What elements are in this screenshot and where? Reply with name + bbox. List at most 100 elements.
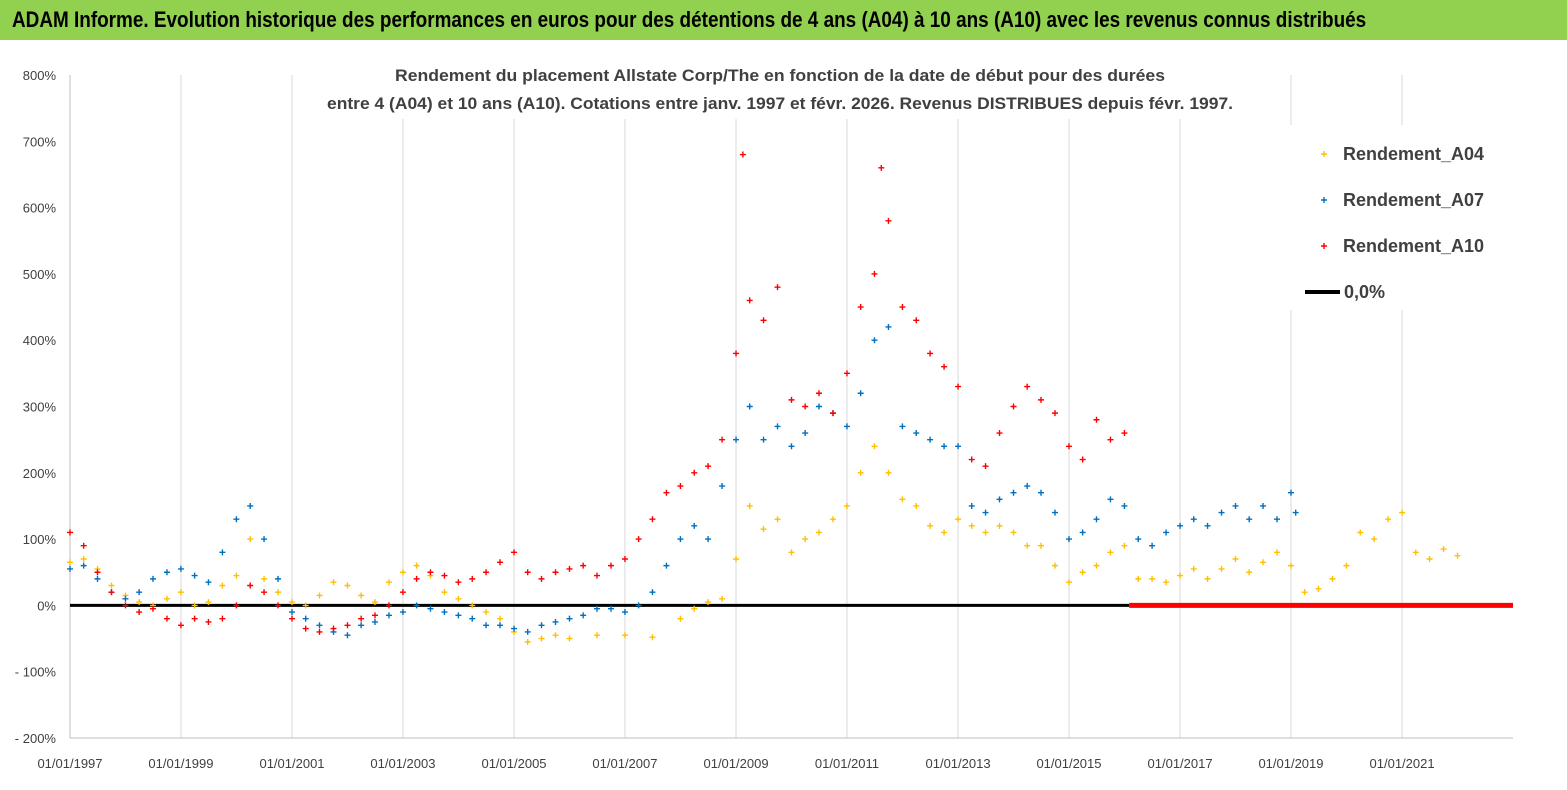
data-point xyxy=(1052,562,1058,569)
data-point xyxy=(1321,151,1327,157)
y-tick-label: 500% xyxy=(23,267,57,282)
data-point xyxy=(247,536,254,543)
data-point xyxy=(136,589,143,596)
data-point xyxy=(358,592,365,599)
data-point xyxy=(497,615,504,622)
data-point xyxy=(1399,509,1406,516)
data-point xyxy=(663,562,670,569)
data-point xyxy=(871,270,878,277)
data-point xyxy=(1177,572,1184,579)
data-point xyxy=(275,589,282,596)
data-point xyxy=(1163,529,1170,536)
data-point xyxy=(955,443,962,450)
data-point xyxy=(1260,502,1267,509)
data-point xyxy=(649,589,656,596)
data-point xyxy=(67,529,73,536)
data-point xyxy=(191,602,198,609)
data-point xyxy=(691,522,698,529)
data-point xyxy=(399,609,406,616)
data-point xyxy=(1385,516,1392,523)
report-banner-title: ADAM Informe. Evolution historique des p… xyxy=(12,7,1367,32)
data-point xyxy=(552,618,559,625)
data-point xyxy=(497,622,504,629)
data-point xyxy=(927,350,934,357)
data-point xyxy=(788,443,795,450)
data-point xyxy=(899,423,906,430)
data-point xyxy=(885,323,892,330)
data-point xyxy=(108,589,115,596)
legend-label: 0,0% xyxy=(1344,282,1385,302)
legend-marker xyxy=(1321,243,1327,249)
data-point xyxy=(136,599,143,606)
data-point xyxy=(1052,410,1058,417)
data-point xyxy=(593,632,600,639)
data-point xyxy=(968,502,975,509)
data-point xyxy=(358,615,365,622)
data-point xyxy=(968,522,975,529)
data-point xyxy=(1204,575,1211,582)
x-tick-label: 01/01/2011 xyxy=(815,756,879,771)
data-point xyxy=(219,582,226,589)
data-point xyxy=(885,469,892,476)
data-point xyxy=(427,569,434,576)
data-point xyxy=(469,615,476,622)
data-point xyxy=(774,423,781,430)
y-tick-label: 100% xyxy=(23,532,57,547)
data-point xyxy=(1038,396,1045,403)
data-point xyxy=(1135,536,1142,543)
data-point xyxy=(1065,579,1072,586)
data-point xyxy=(441,609,448,616)
data-point xyxy=(774,516,781,523)
data-point xyxy=(621,632,628,639)
data-point xyxy=(427,605,434,612)
series-rendement-a10 xyxy=(67,151,1128,635)
data-point xyxy=(385,602,392,609)
data-point xyxy=(538,622,545,629)
data-point xyxy=(857,390,864,397)
data-point xyxy=(878,164,885,171)
y-tick-label: 0% xyxy=(37,598,56,613)
data-point xyxy=(663,489,670,496)
data-point xyxy=(247,502,254,509)
data-point xyxy=(1093,516,1100,523)
data-point xyxy=(1315,585,1322,592)
data-point xyxy=(1190,516,1197,523)
data-point xyxy=(996,496,1003,503)
data-point xyxy=(746,403,753,410)
data-point xyxy=(746,502,753,509)
data-point xyxy=(538,575,545,582)
data-point xyxy=(399,569,406,576)
data-point xyxy=(1024,383,1031,390)
data-point xyxy=(691,605,698,612)
data-point xyxy=(1274,516,1281,523)
x-tick-label: 01/01/1999 xyxy=(148,756,213,771)
data-point xyxy=(719,436,726,443)
data-point xyxy=(1093,562,1100,569)
data-point xyxy=(552,632,559,639)
data-point xyxy=(94,575,101,582)
data-point xyxy=(857,469,864,476)
data-point xyxy=(1163,579,1170,586)
data-point xyxy=(1149,575,1156,582)
data-point xyxy=(1065,536,1072,543)
chart-title-line1: Rendement du placement Allstate Corp/The… xyxy=(395,66,1165,85)
data-point xyxy=(760,317,767,324)
data-point xyxy=(913,430,920,437)
data-point xyxy=(1426,555,1433,562)
data-point xyxy=(524,628,531,635)
y-tick-label: 800% xyxy=(23,68,57,83)
data-point xyxy=(941,443,948,450)
data-point xyxy=(1204,522,1211,529)
data-point xyxy=(385,612,392,619)
x-tick-label: 01/01/2013 xyxy=(926,756,991,771)
data-point xyxy=(289,615,296,622)
data-point xyxy=(580,562,587,569)
data-point xyxy=(219,615,226,622)
data-point xyxy=(1107,496,1114,503)
data-point xyxy=(316,628,323,635)
legend-label: Rendement_A04 xyxy=(1343,144,1484,164)
data-point xyxy=(593,605,600,612)
x-tick-label: 01/01/2005 xyxy=(481,756,546,771)
data-point xyxy=(941,363,948,370)
